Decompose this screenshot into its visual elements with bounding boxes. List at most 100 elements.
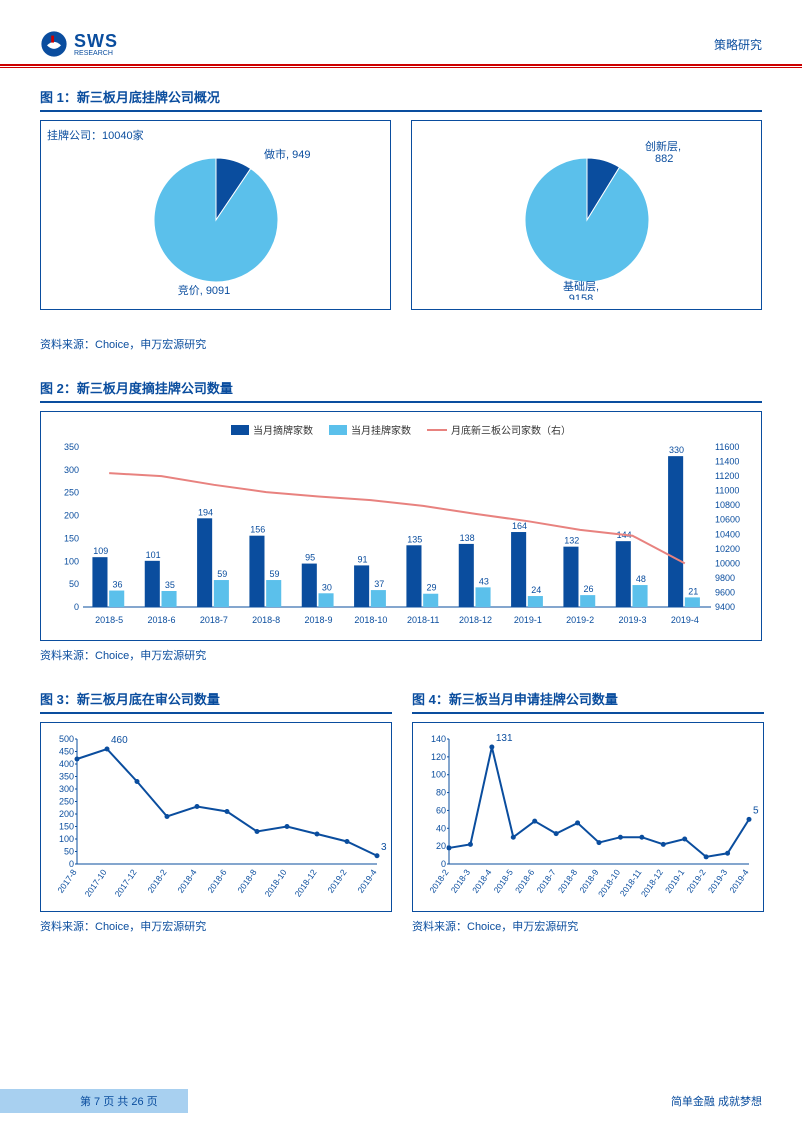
page-number: 第 7 页 共 26 页	[0, 1089, 188, 1113]
svg-text:156: 156	[250, 525, 265, 535]
brand-sub: RESEARCH	[74, 50, 118, 57]
svg-text:10800: 10800	[715, 500, 740, 510]
svg-text:基础层,: 基础层,	[562, 280, 598, 293]
svg-text:131: 131	[496, 733, 513, 744]
figure-4: 图 4：新三板当月申请挂牌公司数量 0204060801001201402018…	[412, 689, 764, 934]
svg-text:48: 48	[636, 574, 646, 584]
svg-text:2018-10: 2018-10	[354, 615, 387, 625]
svg-text:100: 100	[64, 556, 79, 566]
svg-text:80: 80	[436, 788, 446, 798]
svg-text:109: 109	[93, 546, 108, 556]
fig4-source: 资料来源：Choice，申万宏源研究	[412, 918, 764, 934]
svg-text:2019-2: 2019-2	[566, 615, 594, 625]
fig1-title: 图 1：新三板月底挂牌公司概况	[40, 87, 762, 112]
svg-text:36: 36	[113, 580, 123, 590]
svg-text:101: 101	[146, 550, 161, 560]
svg-text:2017-10: 2017-10	[83, 867, 109, 899]
svg-text:350: 350	[64, 443, 79, 452]
legend-label: 月底新三板公司家数（右）	[451, 422, 571, 437]
svg-text:33: 33	[381, 842, 387, 853]
svg-text:2018-5: 2018-5	[95, 615, 123, 625]
fig2-source: 资料来源：Choice，申万宏源研究	[40, 647, 762, 663]
svg-text:11200: 11200	[715, 471, 739, 481]
svg-text:250: 250	[64, 488, 79, 498]
fig1-pie-a: 挂牌公司：10040家 做市, 949竞价, 9091	[40, 120, 391, 310]
fig4-chart: 0204060801001201402018-22018-32018-42018…	[412, 722, 764, 912]
svg-text:59: 59	[217, 569, 227, 579]
svg-text:2018-12: 2018-12	[459, 615, 492, 625]
svg-text:300: 300	[64, 465, 79, 475]
svg-text:164: 164	[512, 521, 527, 531]
svg-text:132: 132	[564, 536, 579, 546]
fig1-source: 资料来源：Choice，申万宏源研究	[40, 336, 762, 352]
svg-text:2017-8: 2017-8	[55, 867, 79, 895]
svg-text:2018-8: 2018-8	[235, 867, 259, 895]
doc-category: 策略研究	[714, 36, 762, 53]
fig4-title: 图 4：新三板当月申请挂牌公司数量	[412, 689, 764, 714]
svg-text:194: 194	[198, 507, 213, 517]
svg-text:2018-7: 2018-7	[200, 615, 228, 625]
svg-text:250: 250	[59, 797, 74, 807]
svg-text:21: 21	[688, 586, 698, 596]
svg-text:2018-6: 2018-6	[513, 867, 537, 895]
svg-text:400: 400	[59, 759, 74, 769]
svg-text:29: 29	[427, 583, 437, 593]
svg-text:350: 350	[59, 772, 74, 782]
svg-text:100: 100	[59, 834, 74, 844]
fig3-source: 资料来源：Choice，申万宏源研究	[40, 918, 392, 934]
svg-text:创新层,: 创新层,	[645, 139, 681, 153]
svg-text:2018-2: 2018-2	[145, 867, 169, 895]
figure-3: 图 3：新三板月底在审公司数量 050100150200250300350400…	[40, 689, 392, 934]
svg-text:2018-12: 2018-12	[639, 867, 665, 899]
svg-text:2018-8: 2018-8	[252, 615, 280, 625]
svg-text:10200: 10200	[715, 544, 740, 554]
svg-text:2019-1: 2019-1	[514, 615, 542, 625]
svg-text:10600: 10600	[715, 515, 740, 525]
svg-text:11000: 11000	[715, 486, 739, 496]
svg-text:10000: 10000	[715, 558, 740, 568]
svg-text:2018-4: 2018-4	[470, 867, 494, 895]
svg-text:50: 50	[753, 805, 759, 816]
svg-text:95: 95	[305, 553, 315, 563]
page-header: SWS RESEARCH 策略研究	[40, 30, 762, 58]
svg-text:2019-3: 2019-3	[706, 867, 730, 895]
page-footer: 第 7 页 共 26 页 简单金融 成就梦想	[40, 1089, 762, 1113]
svg-text:135: 135	[407, 534, 422, 544]
svg-text:40: 40	[436, 823, 446, 833]
svg-text:60: 60	[436, 805, 446, 815]
fig3-title: 图 3：新三板月底在审公司数量	[40, 689, 392, 714]
svg-text:9158: 9158	[568, 293, 592, 300]
svg-text:2018-9: 2018-9	[304, 615, 332, 625]
svg-text:2019-4: 2019-4	[355, 867, 379, 895]
svg-text:10400: 10400	[715, 529, 740, 539]
brand-logo: SWS RESEARCH	[40, 30, 118, 58]
svg-text:50: 50	[64, 847, 74, 857]
svg-text:2018-7: 2018-7	[534, 867, 558, 895]
svg-text:140: 140	[431, 734, 446, 744]
svg-text:2018-6: 2018-6	[205, 867, 229, 895]
svg-text:30: 30	[322, 582, 332, 592]
line-chart-4: 0204060801001201402018-22018-32018-42018…	[419, 731, 759, 906]
svg-text:2018-5: 2018-5	[492, 867, 516, 895]
figure-1: 图 1：新三板月底挂牌公司概况 挂牌公司：10040家 做市, 949竞价, 9…	[40, 87, 762, 352]
svg-text:9800: 9800	[715, 573, 735, 583]
svg-text:460: 460	[111, 735, 128, 746]
svg-text:35: 35	[165, 580, 175, 590]
fig2-title: 图 2：新三板月度摘挂牌公司数量	[40, 378, 762, 403]
figure-2: 图 2：新三板月度摘挂牌公司数量 当月摘牌家数 当月挂牌家数 月底新三板公司家数…	[40, 378, 762, 663]
svg-text:竞价, 9091: 竞价, 9091	[177, 283, 230, 297]
svg-text:882: 882	[655, 153, 673, 165]
svg-text:9400: 9400	[715, 602, 735, 612]
svg-text:26: 26	[584, 584, 594, 594]
svg-text:100: 100	[431, 770, 446, 780]
legend-label: 当月挂牌家数	[351, 422, 411, 437]
svg-text:500: 500	[59, 734, 74, 744]
brand-name: SWS	[74, 32, 118, 50]
sws-logo-icon	[40, 30, 68, 58]
legend-label: 当月摘牌家数	[253, 422, 313, 437]
svg-text:50: 50	[69, 579, 79, 589]
svg-text:59: 59	[270, 569, 280, 579]
svg-text:2019-2: 2019-2	[684, 867, 708, 895]
bar-line-chart: 0501001502002503003509400960098001000010…	[51, 443, 751, 633]
line-chart-3: 0501001502002503003504004505002017-82017…	[47, 731, 387, 906]
